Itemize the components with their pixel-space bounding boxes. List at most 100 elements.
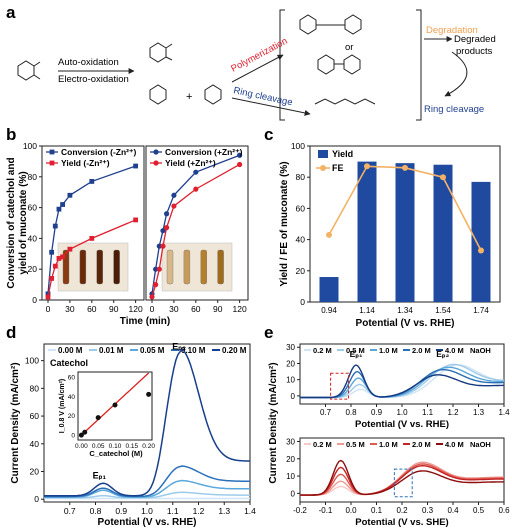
y-axis-label-e: Current Density (mA/cm²) (268, 362, 279, 483)
x-tick-label-e: 1.3 (473, 408, 485, 417)
x-tick-label-b: 0 (150, 304, 155, 314)
data-point (171, 192, 177, 198)
legend-label-e: 1.0 M (379, 440, 398, 449)
x-tick-label-b: 120 (129, 304, 143, 314)
data-point (149, 294, 155, 300)
panel-b-chart: 0 30 60 90 120 Conversion (-Zn²⁺)Yield (-Zn²⁺… (6, 141, 249, 327)
y-axis-label-d: Current Density (mA/cm²) (10, 362, 21, 483)
scheme-electro-oxidation: Electro-oxidation (58, 74, 129, 85)
cv-curve-e (300, 461, 504, 496)
panel-e-chart: 0.7 0.8 0.9 1.0 1.1 1.2 1.3 1.4 0 10 20 30 0.2 M 0.5 … (268, 343, 510, 528)
inset-point (82, 429, 88, 435)
catecholate-structure (17, 60, 35, 81)
cv-curve-d (44, 491, 250, 499)
x-tick-label-e: 0.2 (396, 506, 408, 515)
tube-vial (96, 249, 103, 285)
y-axis-label-b-line2: yield of muconate (%) (18, 171, 29, 274)
legend-label-e: 0.2 M (313, 440, 332, 449)
x-tick-label-e: 0.4 (447, 506, 459, 515)
inset-x-tick-label: 0.15 (125, 443, 138, 450)
scheme-ring-cleavage: Ring cleavage (232, 85, 293, 108)
legend-label: Yield (-Zn²⁺) (61, 158, 110, 168)
y-tick-label-c: 100 (291, 141, 305, 151)
data-point (156, 243, 162, 249)
y-tick-label-e: 0 (291, 392, 296, 401)
data-point (89, 236, 95, 241)
dimer-structure-1a (299, 14, 317, 35)
legend-label-d: 0.10 M (181, 346, 206, 355)
data-point (160, 243, 166, 249)
inset-x-label: C_catechol (M) (89, 449, 143, 458)
data-point (60, 202, 66, 207)
legend-label-e: 4.0 M (445, 346, 464, 355)
x-tick-label-e: 0.7 (320, 408, 332, 417)
y-tick-label-b: 80 (28, 172, 38, 182)
inset-point (112, 402, 118, 408)
y-axis-label-c: Yield / FE of muconate (%) (279, 161, 290, 286)
annotation-ep1-e: Eₚ₁ (350, 349, 363, 359)
legend-label-e: 4.0 M (445, 440, 464, 449)
bar-yield (319, 277, 339, 302)
x-tick-label-d: 1.0 (141, 506, 153, 516)
x-tick-label-d: 1.1 (167, 506, 179, 516)
x-tick-label-b: 90 (213, 304, 223, 314)
fe-point (326, 231, 332, 238)
legend-fe-marker (320, 165, 326, 171)
semiquinone-structure-2 (204, 84, 222, 105)
x-tick-label-e: 1.0 (396, 408, 408, 417)
data-point (153, 282, 159, 288)
legend-yield-label: Yield (332, 149, 353, 159)
data-point (89, 179, 95, 184)
legend-label-d: 0.05 M (140, 346, 165, 355)
y-tick-label-e: 20 (286, 455, 295, 464)
y-tick-label-e: 10 (286, 472, 295, 481)
dashed-region-box (393, 468, 413, 498)
inset-x-tick-label: 0.00 (75, 443, 88, 450)
y-tick-label-d: 0 (34, 494, 39, 504)
legend-marker (49, 160, 55, 166)
data-point (153, 266, 159, 272)
x-tick-label-e: -0.2 (293, 506, 307, 515)
x-tick-label-e: 1.1 (422, 408, 434, 417)
bar-yield (471, 181, 491, 302)
x-tick-label-b: 30 (169, 304, 179, 314)
data-point (237, 152, 243, 158)
inset-y-tick-label: 40 (68, 394, 76, 401)
dimer-structure-1b (344, 14, 362, 35)
x-tick-label-b: 90 (109, 304, 119, 314)
plot-frame-b-0 (41, 145, 145, 301)
x-tick-label-d: 0.7 (64, 506, 76, 516)
tube-vial (79, 249, 87, 285)
x-tick-label-e: 0.0 (345, 506, 357, 515)
x-axis-label-e: Potential (V vs. SHE) (355, 517, 448, 528)
panel-label-a: a (6, 3, 16, 22)
inset-point (78, 432, 84, 438)
y-tick-label-d: 100 (25, 356, 39, 366)
tube-vial (217, 249, 224, 285)
y-tick-label-b: 0 (32, 295, 37, 305)
bar-yield (395, 163, 415, 302)
panel-d-chart: 0.7 0.8 0.9 1.0 1.1 1.2 1.3 1.4 0 20 40 60 80 100 0.00… (10, 342, 256, 528)
scheme-or: or (345, 42, 353, 53)
data-point (193, 186, 199, 192)
muconate-structure (314, 98, 376, 105)
y-tick-label-b: 100 (23, 141, 37, 151)
legend-label-e: 2.0 M (412, 440, 431, 449)
data-point (171, 203, 177, 209)
y-axis-label-b-line1: Conversion of catechol and (6, 157, 17, 288)
inset-y-tick-label: 20 (68, 413, 76, 420)
y-tick-label-d: 40 (30, 439, 40, 449)
panel-c-chart: 0 20 40 60 80 100 0.94 1.14 1.34 1.54 1.74 Yield FE P… (279, 141, 501, 329)
annotation-ep1-d: Eₚ₁ (93, 470, 107, 480)
scheme-degraded-line2: products (456, 46, 493, 57)
x-tick-label-d: 0.9 (115, 506, 127, 516)
legend-label: Conversion (-Zn²⁺) (61, 147, 136, 157)
x-tick-label-d: 1.2 (193, 506, 205, 516)
data-point (45, 294, 51, 300)
annotation-ep2-d: Eₚ₂ (172, 342, 186, 352)
plot-frame-b-1 (145, 145, 249, 301)
data-point (67, 246, 73, 252)
data-point (56, 256, 62, 261)
tube-vial (183, 249, 191, 285)
